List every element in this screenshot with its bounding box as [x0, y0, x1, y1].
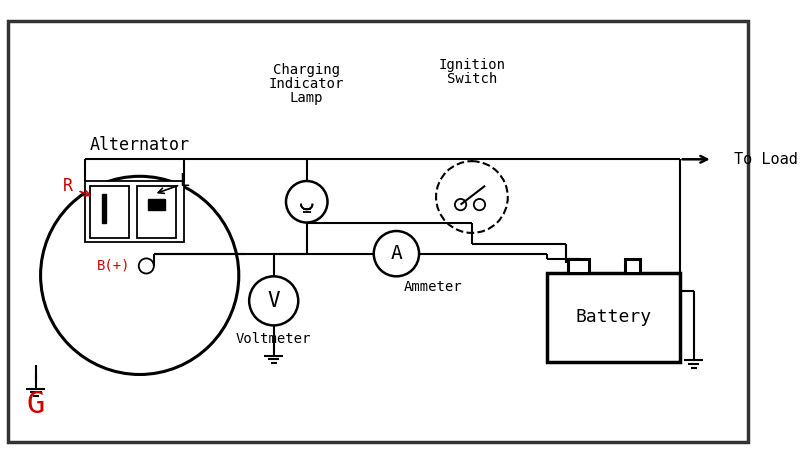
Text: To Load: To Load — [734, 152, 798, 167]
Text: Switch: Switch — [446, 72, 497, 86]
Text: Indicator: Indicator — [269, 77, 345, 91]
Text: R: R — [63, 177, 73, 195]
Text: Charging: Charging — [274, 63, 340, 77]
Circle shape — [138, 258, 154, 274]
Text: G: G — [26, 390, 45, 419]
Bar — [102, 194, 106, 223]
Circle shape — [436, 161, 508, 233]
Text: Ammeter: Ammeter — [404, 280, 462, 294]
Text: Alternator: Alternator — [90, 136, 190, 154]
Circle shape — [41, 176, 238, 375]
Circle shape — [455, 199, 466, 210]
Circle shape — [374, 231, 419, 276]
Text: L: L — [179, 172, 189, 190]
Bar — [625, 259, 640, 273]
Text: V: V — [267, 291, 280, 311]
Circle shape — [474, 199, 485, 210]
Bar — [137, 186, 177, 238]
Bar — [90, 186, 130, 238]
Bar — [85, 181, 184, 242]
Text: B(+): B(+) — [97, 259, 130, 273]
Text: A: A — [390, 244, 402, 263]
Bar — [148, 199, 165, 210]
Bar — [547, 273, 679, 362]
Text: Battery: Battery — [575, 308, 651, 326]
Bar — [568, 259, 589, 273]
Circle shape — [249, 276, 298, 325]
Circle shape — [286, 181, 327, 223]
Text: Lamp: Lamp — [290, 91, 323, 105]
Text: Ignition: Ignition — [438, 58, 506, 72]
Text: Voltmeter: Voltmeter — [236, 332, 311, 345]
